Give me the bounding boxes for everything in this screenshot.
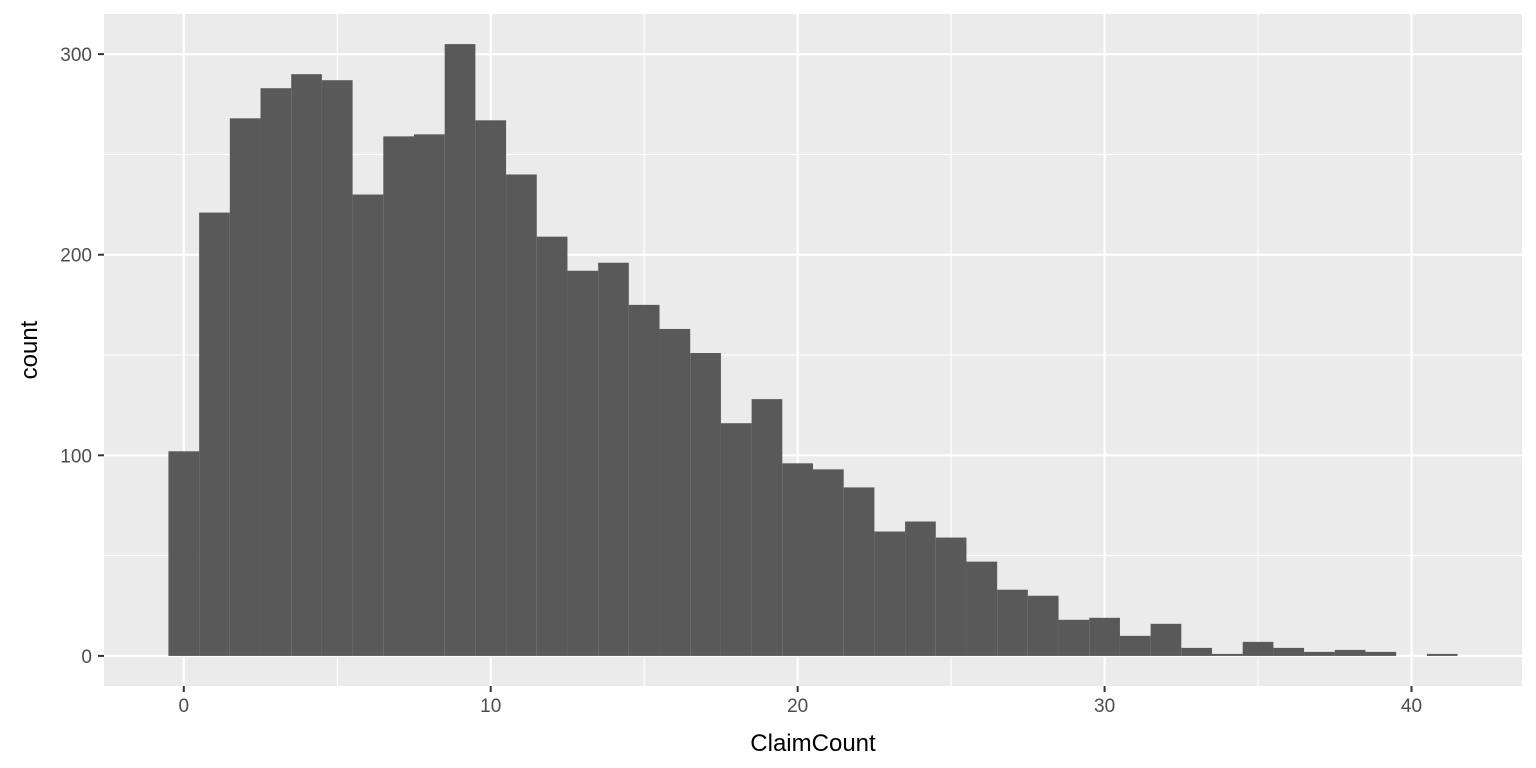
histogram-bar	[1334, 649, 1366, 656]
histogram-bar	[843, 487, 875, 656]
histogram-bar	[413, 134, 445, 656]
histogram-bar	[966, 561, 998, 656]
histogram-bar	[1150, 623, 1182, 656]
histogram-bar	[1212, 653, 1243, 656]
x-tick-label: 0	[179, 696, 190, 717]
y-tick-label: 100	[60, 446, 92, 467]
histogram-bar	[1058, 619, 1090, 656]
histogram-bar	[321, 80, 353, 656]
histogram-bar	[199, 212, 230, 656]
histogram-bar	[1273, 647, 1305, 656]
histogram-bar	[874, 531, 906, 656]
x-tick-label: 10	[480, 696, 501, 717]
bars	[168, 44, 1458, 656]
histogram-bar	[444, 44, 476, 656]
histogram-bar	[935, 537, 967, 656]
histogram-bar	[1365, 651, 1397, 656]
histogram-bar	[1027, 595, 1059, 656]
histogram-bar	[690, 353, 721, 656]
histogram-bar	[659, 328, 691, 656]
histogram-bar	[536, 236, 568, 656]
histogram-bar	[905, 521, 936, 656]
histogram-bar	[1119, 635, 1151, 656]
y-axis-title: count	[16, 320, 43, 379]
x-axis-title: ClaimCount	[750, 730, 876, 757]
histogram-bar	[475, 120, 507, 656]
histogram-bar	[168, 451, 200, 656]
histogram-bar	[782, 463, 813, 656]
histogram-bar	[383, 136, 414, 656]
x-axis: 0 10 20 30 40	[179, 686, 1422, 717]
histogram-bar	[751, 399, 783, 656]
y-tick-label: 0	[81, 647, 92, 668]
histogram-bar	[997, 589, 1028, 656]
histogram-bar	[1089, 617, 1120, 656]
histogram-bar	[352, 194, 384, 656]
histogram-bar	[1304, 651, 1335, 656]
x-tick-label: 40	[1401, 696, 1422, 717]
histogram-bar	[720, 423, 752, 656]
y-tick-label: 300	[60, 45, 92, 66]
x-tick-label: 30	[1094, 696, 1115, 717]
histogram-bar	[291, 74, 322, 656]
histogram-bar	[506, 174, 537, 656]
histogram-bar	[598, 262, 629, 656]
histogram-bar	[229, 118, 261, 656]
histogram-bar	[1181, 647, 1213, 656]
histogram-bar	[628, 304, 660, 656]
histogram-bar	[1242, 641, 1274, 656]
histogram-bar	[567, 270, 599, 656]
histogram-bar	[260, 88, 292, 656]
x-tick-label: 20	[787, 696, 808, 717]
histogram-bar	[1426, 653, 1458, 656]
y-axis: 0 100 200 300	[60, 45, 104, 668]
histogram-bar	[813, 469, 844, 656]
y-tick-label: 200	[60, 246, 92, 267]
